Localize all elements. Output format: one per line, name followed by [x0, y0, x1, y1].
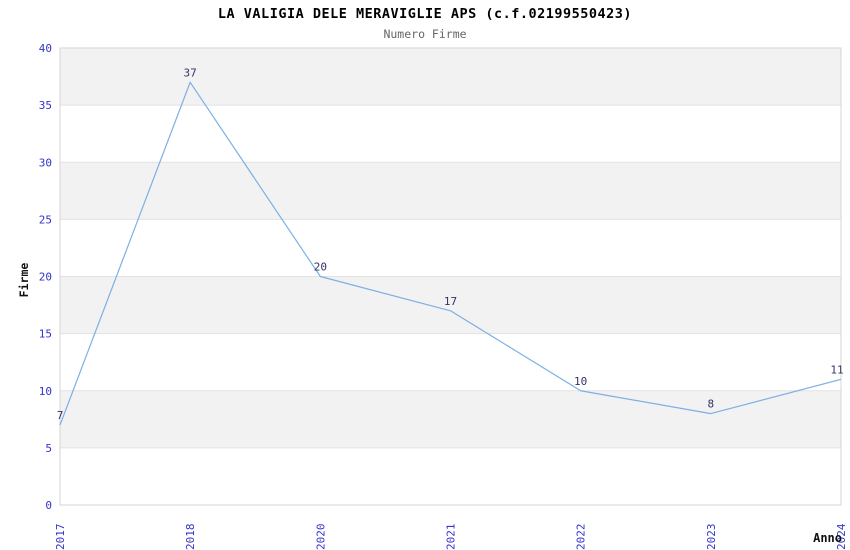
- chart-subtitle: Numero Firme: [383, 27, 467, 41]
- plot-border: [59, 47, 842, 506]
- y-axis-title: Firme: [17, 262, 31, 298]
- data-point-label: 11: [830, 363, 843, 376]
- x-tick-label: 2020: [314, 524, 327, 550]
- y-tick-label: 20: [39, 271, 52, 284]
- y-tick-label: 25: [39, 213, 52, 226]
- x-tick-label: 2022: [575, 524, 588, 550]
- data-point-label: 10: [574, 375, 587, 388]
- y-tick-label: 5: [45, 442, 52, 455]
- x-tick-label: 2024: [835, 523, 848, 550]
- y-tick-label: 15: [39, 328, 52, 341]
- data-point-label: 17: [444, 295, 457, 308]
- x-tick-label: 2021: [445, 524, 458, 550]
- x-axis-title: Anno: [813, 531, 842, 545]
- grid-band: [60, 390, 841, 448]
- y-tick-label: 0: [45, 499, 52, 512]
- grid-band: [60, 162, 841, 220]
- grid-band: [60, 48, 841, 106]
- data-point-label: 8: [708, 398, 715, 411]
- grid-band: [60, 276, 841, 334]
- chart-title: LA VALIGIA DELE MERAVIGLIE APS (c.f.0219…: [217, 6, 633, 22]
- data-point-label: 20: [314, 261, 327, 274]
- data-line: [59, 81, 842, 426]
- y-tick-label: 35: [39, 99, 52, 112]
- data-point-label: 37: [184, 66, 197, 79]
- y-tick-label: 30: [39, 156, 52, 169]
- x-tick-label: 2018: [184, 524, 197, 550]
- y-tick-label: 10: [39, 385, 52, 398]
- x-tick-label: 2023: [705, 524, 718, 550]
- x-tick-label: 2017: [54, 524, 67, 550]
- data-point-label: 7: [57, 409, 64, 422]
- y-tick-label: 40: [39, 42, 52, 55]
